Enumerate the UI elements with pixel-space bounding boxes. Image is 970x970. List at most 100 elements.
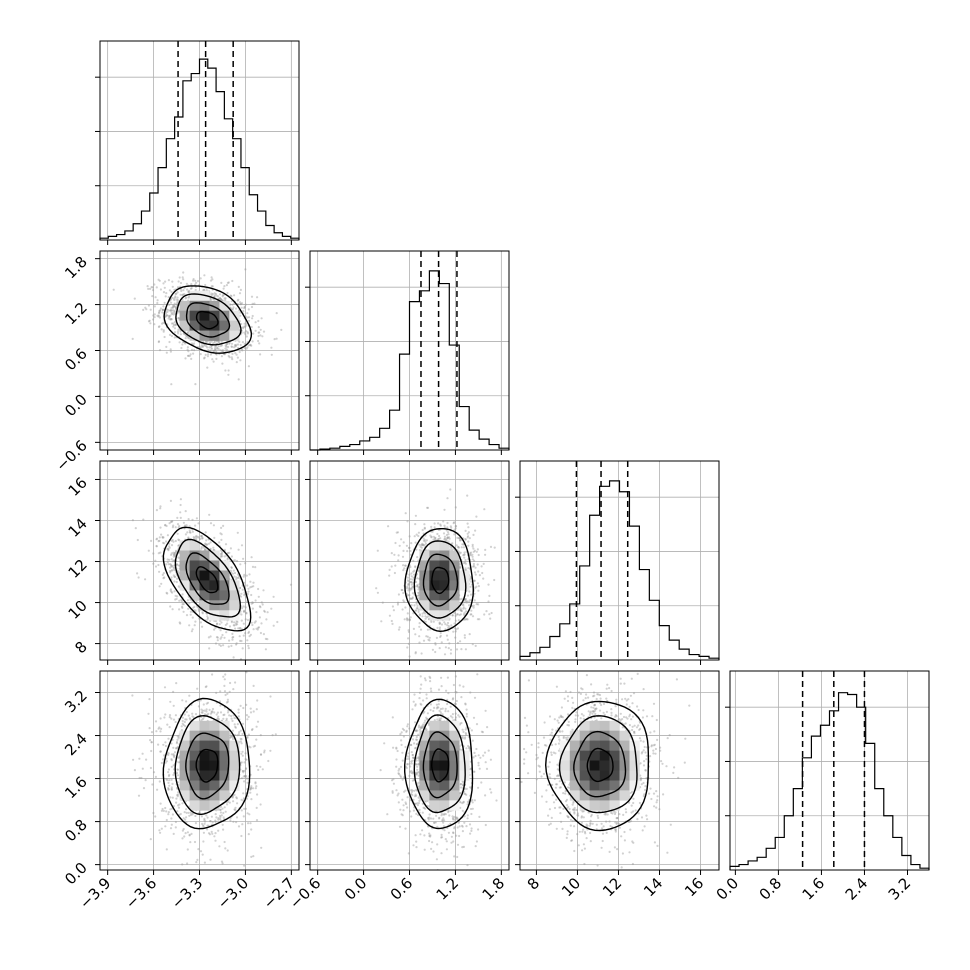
- density-cell: [419, 580, 430, 591]
- scatter-point: [471, 555, 474, 558]
- scatter-point: [388, 568, 391, 572]
- scatter-point: [171, 520, 174, 523]
- scatter-point: [241, 722, 245, 726]
- scatter-point: [173, 311, 176, 314]
- scatter-point: [451, 614, 454, 617]
- scatter-point: [436, 532, 439, 536]
- scatter-point: [410, 575, 413, 578]
- scatter-point: [171, 591, 174, 594]
- scatter-point: [158, 585, 161, 588]
- scatter-point: [172, 574, 175, 577]
- scatter-point: [249, 586, 252, 589]
- scatter-point: [157, 552, 160, 555]
- scatter-point: [170, 290, 173, 293]
- scatter-point: [134, 527, 137, 530]
- scatter-point: [463, 634, 466, 637]
- scatter-point: [228, 801, 231, 804]
- density-cell: [199, 570, 210, 581]
- scatter-point: [185, 334, 188, 337]
- scatter-point: [151, 286, 154, 289]
- density-cell: [219, 570, 230, 581]
- scatter-point: [459, 613, 462, 616]
- density-cell: [219, 320, 230, 331]
- scatter-point: [220, 344, 223, 347]
- scatter-point: [467, 540, 470, 543]
- scatter-point: [430, 620, 433, 624]
- scatter-point: [206, 615, 209, 618]
- scatter-point: [178, 341, 181, 344]
- scatter-point: [409, 565, 412, 569]
- scatter-point: [207, 542, 210, 545]
- density-cell: [179, 310, 190, 321]
- scatter-point: [181, 603, 184, 606]
- scatter-point: [250, 585, 253, 588]
- scatter-point: [475, 603, 478, 606]
- scatter-point: [165, 524, 168, 528]
- scatter-point: [147, 549, 150, 552]
- scatter-point: [165, 540, 168, 543]
- scatter-point: [176, 300, 179, 303]
- scatter-point: [247, 587, 250, 590]
- scatter-point: [171, 526, 174, 529]
- scatter-point: [226, 664, 228, 666]
- scatter-point: [464, 601, 467, 604]
- scatter-point: [202, 546, 205, 549]
- scatter-point: [466, 522, 469, 525]
- scatter-point: [169, 566, 172, 569]
- scatter-point: [167, 279, 170, 282]
- scatter-point: [170, 569, 173, 572]
- scatter-point: [437, 522, 440, 525]
- scatter-point: [416, 594, 419, 598]
- scatter-point: [439, 635, 442, 639]
- scatter-point: [424, 620, 427, 623]
- scatter-point: [177, 564, 181, 567]
- scatter-point: [406, 612, 409, 615]
- scatter-point: [189, 287, 192, 290]
- scatter-point: [180, 598, 183, 601]
- scatter-point: [396, 603, 399, 606]
- scatter-point: [176, 595, 179, 598]
- scatter-point: [219, 298, 222, 301]
- scatter-point: [408, 535, 411, 538]
- scatter-point: [147, 712, 150, 715]
- scatter-point: [402, 549, 405, 553]
- density-cell: [209, 320, 220, 331]
- scatter-point: [248, 573, 251, 576]
- scatter-point: [257, 626, 260, 629]
- scatter-point: [407, 580, 410, 583]
- scatter-point: [194, 536, 197, 539]
- scatter-point: [424, 540, 427, 543]
- scatter-point: [446, 497, 449, 500]
- scatter-point: [238, 340, 241, 343]
- scatter-point: [466, 532, 469, 535]
- scatter-point: [165, 591, 168, 595]
- scatter-point: [159, 526, 162, 529]
- scatter-point: [225, 343, 228, 346]
- scatter-point: [390, 552, 393, 555]
- scatter-point: [443, 508, 446, 511]
- scatter-point: [231, 358, 234, 361]
- scatter-point: [395, 531, 398, 534]
- scatter-point: [187, 354, 190, 357]
- scatter-point: [472, 562, 475, 566]
- scatter-point: [161, 573, 164, 577]
- scatter-point: [177, 585, 180, 588]
- scatter-point: [197, 522, 200, 525]
- scatter-point: [263, 751, 266, 754]
- scatter-point: [201, 611, 204, 614]
- scatter-point: [467, 531, 470, 534]
- scatter-point: [232, 306, 235, 309]
- scatter-point: [226, 551, 230, 555]
- scatter-point: [242, 575, 245, 578]
- density-cell: [429, 610, 440, 621]
- density-cell: [179, 540, 190, 551]
- scatter-point: [463, 553, 466, 557]
- scatter-point: [226, 849, 229, 852]
- scatter-point: [235, 797, 238, 800]
- scatter-point: [413, 535, 416, 538]
- scatter-point: [239, 288, 242, 291]
- scatter-point: [247, 590, 250, 593]
- scatter-point: [162, 305, 165, 308]
- scatter-point: [398, 626, 401, 629]
- density-cell: [429, 580, 440, 591]
